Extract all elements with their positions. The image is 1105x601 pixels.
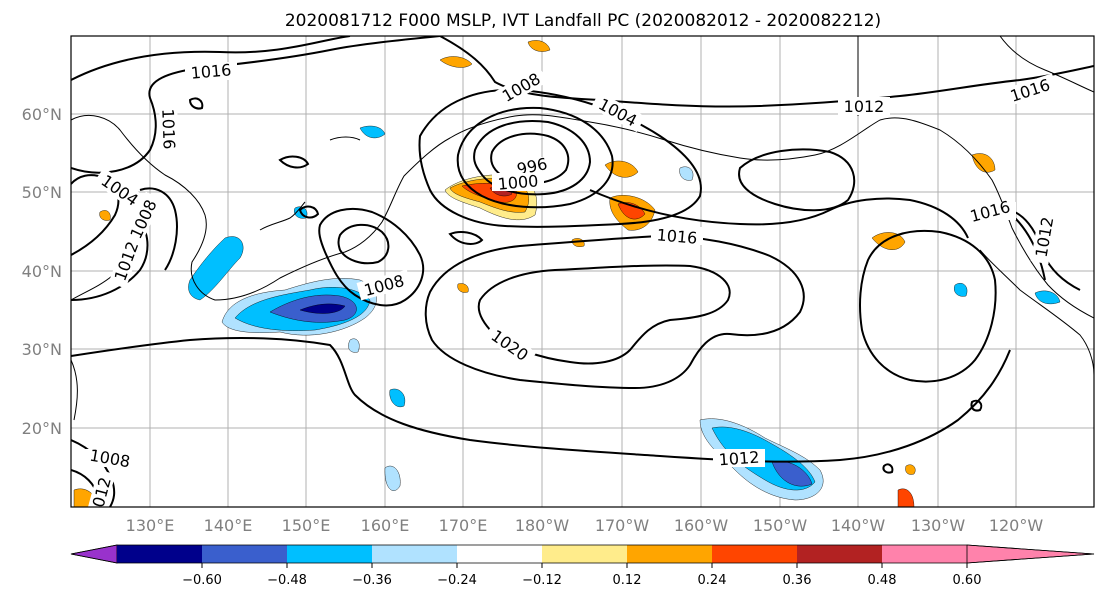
figure-title: 2020081712 F000 MSLP, IVT Landfall PC (2… xyxy=(285,11,881,31)
lon-label: 120°W xyxy=(989,516,1044,535)
contour-label: 1016 xyxy=(190,60,232,82)
colorbar-tick-label: −0.12 xyxy=(522,573,562,588)
colorbar-tick-label: 0.12 xyxy=(613,573,642,588)
lat-label: 30°N xyxy=(22,340,62,359)
contour-label: 1012 xyxy=(718,448,760,470)
colorbar-ticks xyxy=(201,563,968,568)
colorbar-extend-max xyxy=(966,544,1095,564)
colorbar-swatch xyxy=(882,545,967,563)
colorbar-swatch xyxy=(712,545,797,563)
colorbar-tick-label: −0.36 xyxy=(352,573,392,588)
latitude-labels: 60°N 50°N 40°N 30°N 20°N xyxy=(22,105,62,438)
colorbar-swatch xyxy=(627,545,712,563)
lon-label: 130°W xyxy=(911,516,966,535)
colorbar-swatch xyxy=(797,545,882,563)
lat-label: 20°N xyxy=(22,419,62,438)
lon-label: 140°W xyxy=(831,516,886,535)
colorbar-swatch xyxy=(457,545,542,563)
colorbar-tick-label: −0.24 xyxy=(437,573,477,588)
lon-label: 160°W xyxy=(674,516,729,535)
colorbar-extend-min xyxy=(70,544,118,564)
lon-label: 170°E xyxy=(439,516,488,535)
contour-label: 1016 xyxy=(158,108,178,149)
lat-label: 40°N xyxy=(22,262,62,281)
lon-label: 150°W xyxy=(753,516,808,535)
colorbar-tick-label: 0.36 xyxy=(783,573,812,588)
lat-label: 50°N xyxy=(22,183,62,202)
lat-label: 60°N xyxy=(22,105,62,124)
map-frame xyxy=(70,35,1095,508)
map-panel: 1016 1008 1004 1012 1016 1016 1004 1008 … xyxy=(71,36,1094,507)
lon-label: 170°W xyxy=(595,516,650,535)
coastlines xyxy=(71,36,1094,421)
lon-label: 180°W xyxy=(515,516,570,535)
lon-label: 160°E xyxy=(361,516,410,535)
contour-label: 1016 xyxy=(656,225,698,247)
colorbar-swatch xyxy=(542,545,627,563)
colorbar: −0.60 −0.48 −0.36 −0.24 −0.12 0.12 0.24 … xyxy=(70,544,1095,588)
colorbar-tick-label: −0.60 xyxy=(182,573,222,588)
colorbar-tick-label: 0.60 xyxy=(953,573,982,588)
contour-label: 1000 xyxy=(497,171,539,193)
colorbar-tick-label: 0.24 xyxy=(698,573,727,588)
lon-label: 140°E xyxy=(204,516,253,535)
colorbar-tick-label: −0.48 xyxy=(267,573,307,588)
contour-label: 1012 xyxy=(844,97,885,116)
longitude-labels: 130°E 140°E 150°E 160°E 170°E 180°W 170°… xyxy=(126,516,1044,535)
lon-label: 130°E xyxy=(126,516,175,535)
colorbar-swatch xyxy=(117,545,202,563)
colorbar-tick-label: 0.48 xyxy=(868,573,897,588)
colorbar-swatch xyxy=(202,545,287,563)
colorbar-swatch xyxy=(287,545,372,563)
lon-label: 150°E xyxy=(282,516,331,535)
colorbar-swatch xyxy=(372,545,457,563)
